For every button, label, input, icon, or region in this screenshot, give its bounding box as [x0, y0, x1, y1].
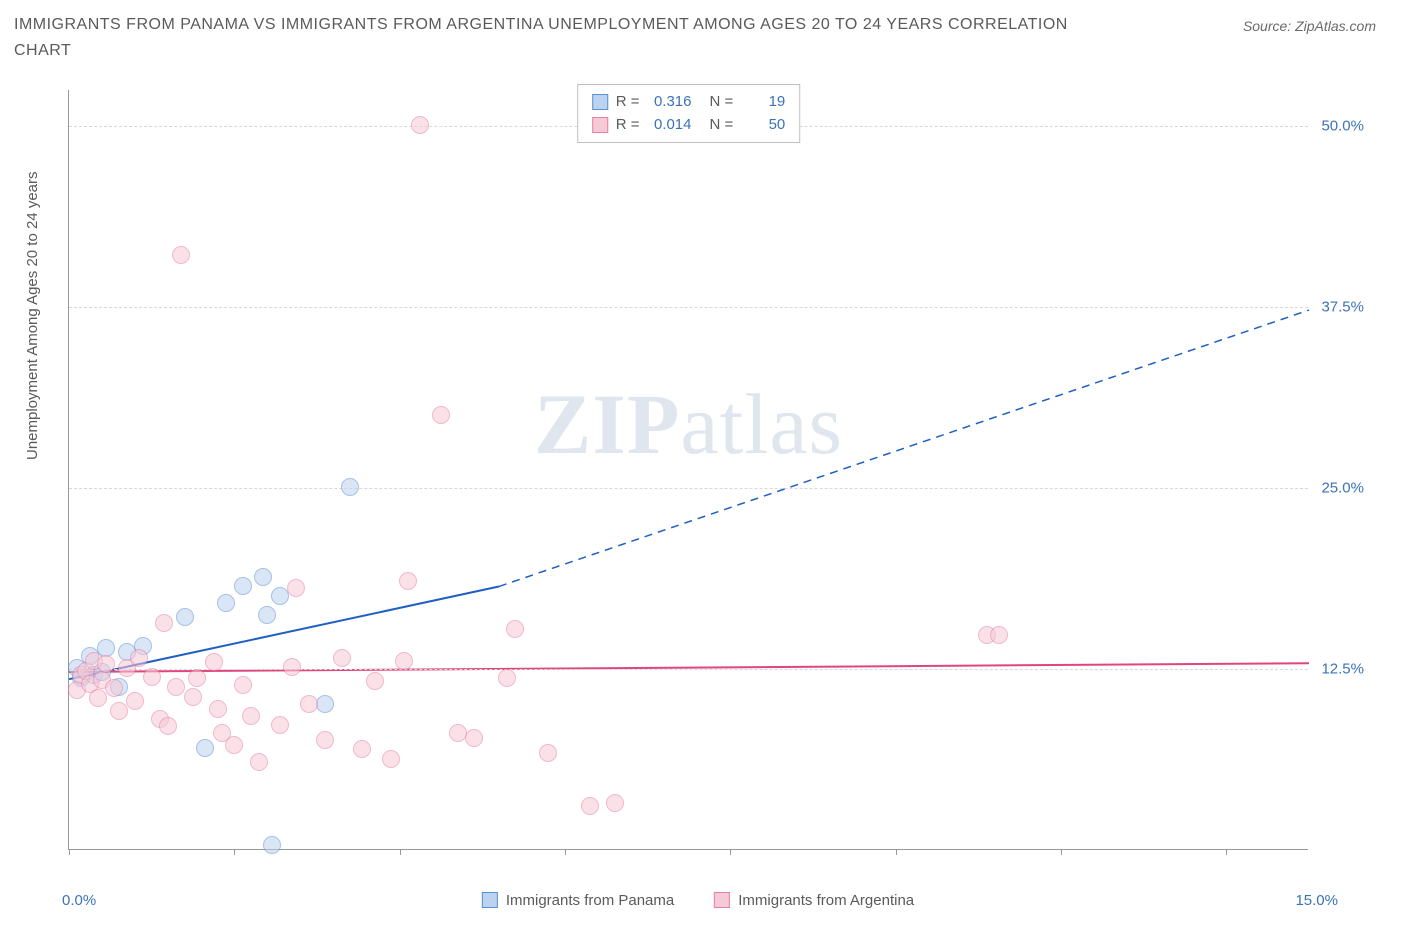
data-point — [234, 577, 252, 595]
legend-swatch — [592, 117, 608, 133]
legend-item: Immigrants from Argentina — [714, 892, 914, 909]
series-legend: Immigrants from Panama Immigrants from Ar… — [482, 892, 914, 909]
data-point — [382, 750, 400, 768]
data-point — [432, 406, 450, 424]
data-point — [300, 695, 318, 713]
data-point — [167, 678, 185, 696]
data-point — [89, 689, 107, 707]
gridline — [69, 669, 1308, 670]
data-point — [196, 739, 214, 757]
regression-line-dashed — [499, 310, 1309, 586]
scatter-chart: ZIPatlas R =0.316N =19R =0.014N =50 12.5… — [68, 90, 1358, 870]
r-value: 0.316 — [648, 91, 692, 114]
legend-label: Immigrants from Panama — [506, 892, 674, 909]
data-point — [110, 702, 128, 720]
data-point — [205, 653, 223, 671]
data-point — [606, 794, 624, 812]
data-point — [316, 731, 334, 749]
regression-lines — [69, 90, 1309, 850]
correlation-stats-box: R = 0.316 N = 19 R = 0.014 N = 50 — [577, 84, 801, 143]
chart-title: IMMIGRANTS FROM PANAMA VS IMMIGRANTS FRO… — [14, 12, 1114, 63]
x-tick — [400, 849, 401, 855]
gridline — [69, 488, 1308, 489]
x-tick — [69, 849, 70, 855]
data-point — [353, 740, 371, 758]
data-point — [258, 606, 276, 624]
x-tick — [896, 849, 897, 855]
data-point — [990, 626, 1008, 644]
data-point — [539, 744, 557, 762]
data-point — [271, 587, 289, 605]
data-point — [188, 669, 206, 687]
legend-swatch — [592, 94, 608, 110]
x-max-label: 15.0% — [1295, 892, 1338, 909]
data-point — [271, 716, 289, 734]
data-point — [176, 608, 194, 626]
legend-label: Immigrants from Argentina — [738, 892, 914, 909]
data-point — [411, 116, 429, 134]
data-point — [506, 620, 524, 638]
x-tick — [1226, 849, 1227, 855]
data-point — [184, 688, 202, 706]
data-point — [395, 652, 413, 670]
data-point — [209, 700, 227, 718]
data-point — [217, 594, 235, 612]
data-point — [498, 669, 516, 687]
data-point — [97, 655, 115, 673]
y-tick-label: 50.0% — [1321, 118, 1364, 135]
x-tick — [730, 849, 731, 855]
legend-item: Immigrants from Panama — [482, 892, 674, 909]
plot-area: ZIPatlas R =0.316N =19R =0.014N =50 12.5… — [68, 90, 1308, 850]
data-point — [254, 568, 272, 586]
n-value: 19 — [741, 91, 785, 114]
data-point — [234, 676, 252, 694]
data-point — [242, 707, 260, 725]
regression-line-solid — [69, 663, 1309, 672]
data-point — [287, 579, 305, 597]
data-point — [143, 668, 161, 686]
y-axis-label: Unemployment Among Ages 20 to 24 years — [24, 171, 41, 460]
legend-swatch — [482, 892, 498, 908]
n-value: 50 — [741, 114, 785, 137]
data-point — [105, 679, 123, 697]
x-tick — [565, 849, 566, 855]
data-point — [399, 572, 417, 590]
data-point — [155, 614, 173, 632]
data-point — [130, 649, 148, 667]
stats-row: R = 0.316 N = 19 — [592, 91, 786, 114]
legend-swatch — [714, 892, 730, 908]
n-label: N = — [710, 114, 734, 137]
r-label: R = — [616, 114, 640, 137]
data-point — [225, 736, 243, 754]
stats-row: R = 0.014 N = 50 — [592, 114, 786, 137]
y-tick-label: 37.5% — [1321, 299, 1364, 316]
watermark: ZIPatlas — [534, 374, 843, 474]
data-point — [465, 729, 483, 747]
data-point — [366, 672, 384, 690]
data-point — [283, 658, 301, 676]
data-point — [126, 692, 144, 710]
r-value: 0.014 — [648, 114, 692, 137]
data-point — [333, 649, 351, 667]
data-point — [159, 717, 177, 735]
x-min-label: 0.0% — [62, 892, 96, 909]
data-point — [172, 246, 190, 264]
x-tick — [1061, 849, 1062, 855]
y-tick-label: 12.5% — [1321, 661, 1364, 678]
data-point — [341, 478, 359, 496]
data-point — [449, 724, 467, 742]
data-point — [581, 797, 599, 815]
n-label: N = — [710, 91, 734, 114]
gridline — [69, 307, 1308, 308]
r-label: R = — [616, 91, 640, 114]
source-attribution: Source: ZipAtlas.com — [1243, 18, 1376, 34]
data-point — [316, 695, 334, 713]
y-tick-label: 25.0% — [1321, 480, 1364, 497]
data-point — [263, 836, 281, 854]
x-tick — [234, 849, 235, 855]
data-point — [250, 753, 268, 771]
